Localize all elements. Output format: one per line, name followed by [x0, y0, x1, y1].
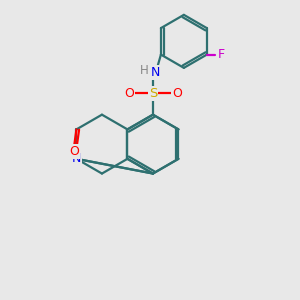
Text: O: O: [172, 87, 182, 100]
Text: O: O: [124, 87, 134, 100]
Text: O: O: [69, 145, 79, 158]
Text: F: F: [218, 48, 224, 61]
Text: N: N: [150, 66, 160, 79]
Text: H: H: [140, 64, 149, 77]
Text: N: N: [72, 152, 81, 165]
Text: S: S: [149, 87, 157, 100]
